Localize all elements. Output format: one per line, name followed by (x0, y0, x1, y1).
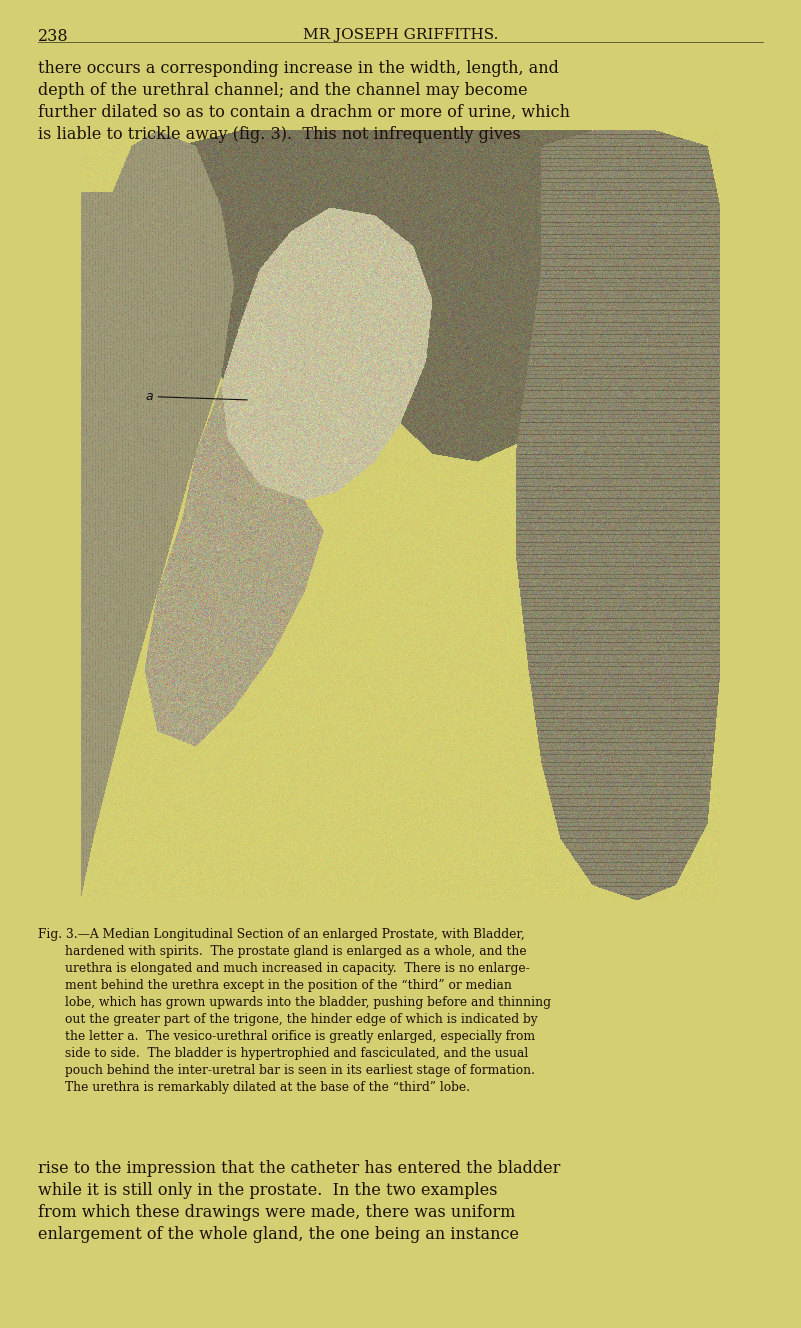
Text: Fig. 3.—A Median Longitudinal Section of an enlarged Prostate, with Bladder,: Fig. 3.—A Median Longitudinal Section of… (38, 928, 525, 942)
Text: enlargement of the whole gland, the one being an instance: enlargement of the whole gland, the one … (38, 1226, 519, 1243)
Text: urethra is elongated and much increased in capacity.  There is no enlarge-: urethra is elongated and much increased … (65, 961, 529, 975)
Text: rise to the impression that the catheter has entered the bladder: rise to the impression that the catheter… (38, 1159, 561, 1177)
Text: 238: 238 (38, 28, 69, 45)
Text: lobe, which has grown upwards into the bladder, pushing before and thinning: lobe, which has grown upwards into the b… (65, 996, 551, 1009)
Text: depth of the urethral channel; and the channel may become: depth of the urethral channel; and the c… (38, 82, 528, 100)
Text: hardened with spirits.  The prostate gland is enlarged as a whole, and the: hardened with spirits. The prostate glan… (65, 946, 526, 957)
Text: the letter a.  The vesico-urethral orifice is greatly enlarged, especially from: the letter a. The vesico-urethral orific… (65, 1031, 535, 1042)
Text: further dilated so as to contain a drachm or more of urine, which: further dilated so as to contain a drach… (38, 104, 570, 121)
Text: ment behind the urethra except in the position of the “third” or median: ment behind the urethra except in the po… (65, 979, 512, 992)
Text: side to side.  The bladder is hypertrophied and fasciculated, and the usual: side to side. The bladder is hypertrophi… (65, 1046, 528, 1060)
Text: out the greater part of the trigone, the hinder edge of which is indicated by: out the greater part of the trigone, the… (65, 1013, 537, 1027)
Text: is liable to trickle away (fig. 3).  This not infrequently gives: is liable to trickle away (fig. 3). This… (38, 126, 521, 143)
Text: The urethra is remarkably dilated at the base of the “third” lobe.: The urethra is remarkably dilated at the… (65, 1081, 470, 1094)
Text: from which these drawings were made, there was uniform: from which these drawings were made, the… (38, 1204, 515, 1220)
Text: MR JOSEPH GRIFFITHS.: MR JOSEPH GRIFFITHS. (303, 28, 498, 42)
Text: pouch behind the inter-uretral bar is seen in its earliest stage of formation.: pouch behind the inter-uretral bar is se… (65, 1064, 535, 1077)
Text: a: a (145, 390, 248, 402)
Text: there occurs a corresponding increase in the width, length, and: there occurs a corresponding increase in… (38, 60, 559, 77)
Text: while it is still only in the prostate.  In the two examples: while it is still only in the prostate. … (38, 1182, 497, 1199)
